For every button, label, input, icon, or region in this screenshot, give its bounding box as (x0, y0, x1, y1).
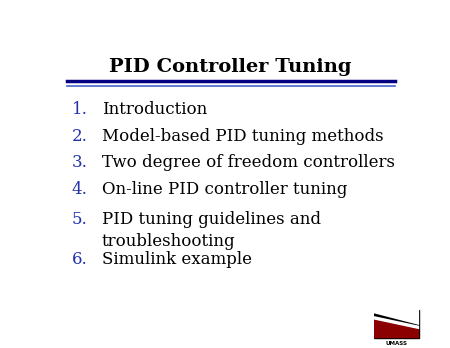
Text: Two degree of freedom controllers: Two degree of freedom controllers (102, 154, 395, 171)
Text: PID tuning guidelines and
troubleshooting: PID tuning guidelines and troubleshootin… (102, 211, 320, 250)
Text: 5.: 5. (72, 211, 88, 228)
Bar (374, 310, 419, 338)
Text: 3.: 3. (72, 154, 88, 171)
Text: PID Controller Tuning: PID Controller Tuning (109, 58, 352, 76)
Text: UMASS: UMASS (385, 341, 407, 346)
Text: 4.: 4. (72, 181, 88, 198)
Text: 6.: 6. (72, 251, 88, 268)
Polygon shape (374, 310, 419, 325)
Text: Simulink example: Simulink example (102, 251, 252, 268)
Polygon shape (374, 316, 419, 329)
Text: Model-based PID tuning methods: Model-based PID tuning methods (102, 127, 383, 144)
Polygon shape (374, 317, 419, 338)
Text: 1.: 1. (72, 101, 88, 118)
Text: Introduction: Introduction (102, 101, 207, 118)
Text: 2.: 2. (72, 127, 88, 144)
Text: On-line PID controller tuning: On-line PID controller tuning (102, 181, 347, 198)
